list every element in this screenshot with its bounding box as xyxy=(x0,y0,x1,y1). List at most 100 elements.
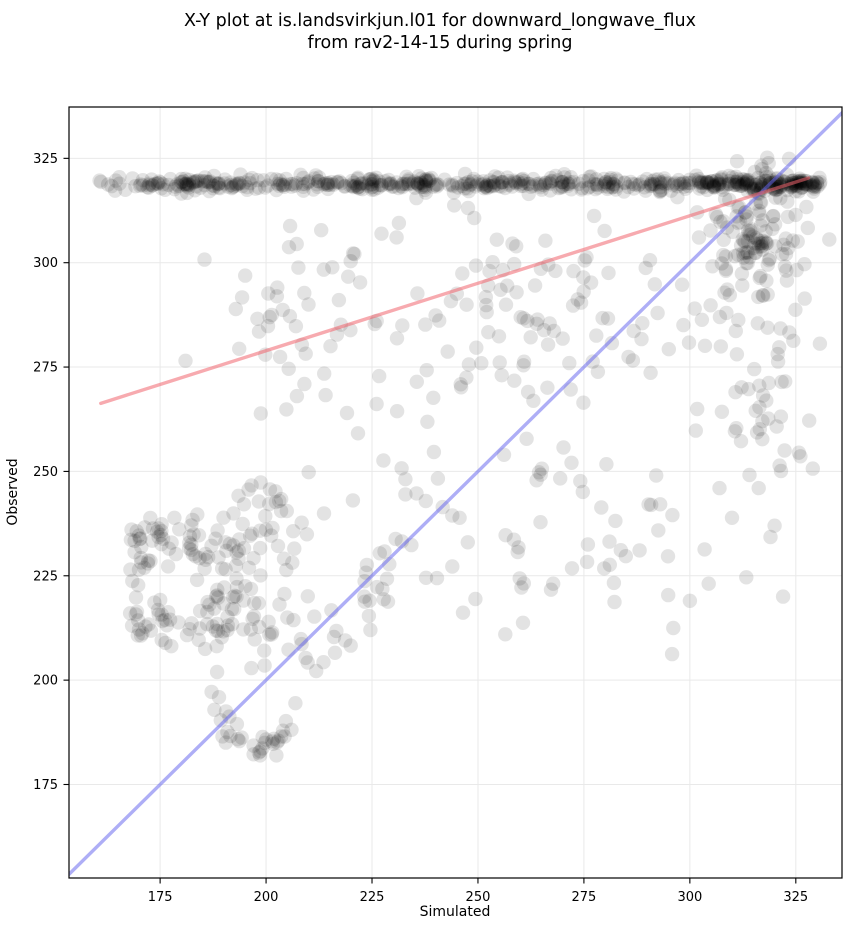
scatter-point xyxy=(364,182,380,197)
scatter-point xyxy=(265,736,281,751)
scatter-point xyxy=(479,178,494,193)
scatter-point xyxy=(755,432,770,447)
regression-line xyxy=(99,176,811,406)
scatter-point xyxy=(288,319,304,334)
scatter-point xyxy=(107,183,123,198)
scatter-point xyxy=(525,178,541,193)
scatter-point xyxy=(617,175,632,191)
scatter-point xyxy=(523,330,538,345)
scatter-point xyxy=(543,170,559,186)
scatter-point xyxy=(238,268,253,283)
scatter-point xyxy=(714,404,730,419)
scatter-point xyxy=(752,400,767,415)
scatter-point xyxy=(727,248,743,264)
scatter-point xyxy=(519,431,534,446)
scatter-point xyxy=(232,733,247,749)
scatter-point xyxy=(342,178,358,193)
scatter-point xyxy=(807,179,823,194)
scatter-point xyxy=(133,550,148,566)
scatter-point xyxy=(338,633,353,648)
scatter-point xyxy=(395,318,410,333)
scatter-point xyxy=(742,177,758,192)
scatter-point xyxy=(281,240,297,255)
scatter-point xyxy=(276,551,292,566)
scatter-point xyxy=(694,312,710,327)
scatter-point xyxy=(486,178,501,194)
scatter-point xyxy=(753,195,769,210)
scatter-point xyxy=(262,627,277,642)
scatter-point xyxy=(134,539,149,555)
scatter-point xyxy=(772,340,787,355)
scatter-point xyxy=(608,182,623,197)
scatter-point xyxy=(573,295,589,310)
scatter-point xyxy=(542,175,557,190)
scatter-point xyxy=(128,179,143,194)
scatter-point xyxy=(145,178,160,193)
scatter-point xyxy=(749,231,764,246)
scatter-point xyxy=(252,619,267,635)
scatter-point xyxy=(527,278,543,293)
scatter-point xyxy=(574,182,589,197)
scatter-point xyxy=(231,488,246,503)
scatter-point xyxy=(138,619,153,634)
scatter-point xyxy=(311,170,327,185)
scatter-point xyxy=(234,290,250,305)
y-tick-label: 300 xyxy=(33,256,58,271)
scatter-point xyxy=(797,257,812,272)
scatter-point xyxy=(192,621,207,636)
scatter-point xyxy=(154,523,169,539)
scatter-point xyxy=(381,172,396,188)
scatter-point xyxy=(135,173,150,188)
scatter-point xyxy=(350,171,365,187)
y-axis-label: Observed xyxy=(5,458,21,525)
scatter-point xyxy=(237,175,252,190)
scatter-point xyxy=(780,194,795,209)
scatter-point xyxy=(411,177,426,193)
scatter-point xyxy=(706,178,721,193)
scatter-point xyxy=(729,175,744,190)
scatter-point xyxy=(297,376,312,392)
scatter-point xyxy=(211,180,227,195)
scatter-point xyxy=(366,172,381,187)
scatter-point xyxy=(555,175,570,190)
scatter-point xyxy=(453,380,469,395)
scatter-point xyxy=(691,174,707,189)
scatter-point xyxy=(653,183,668,198)
scatter-point xyxy=(316,655,331,670)
scatter-point xyxy=(395,179,410,195)
scatter-point xyxy=(128,590,144,605)
scatter-point xyxy=(389,175,404,190)
scatter-point xyxy=(597,561,612,576)
scatter-point xyxy=(201,549,216,565)
scatter-point xyxy=(661,587,676,603)
scatter-point xyxy=(339,405,355,421)
scatter-point xyxy=(562,355,577,371)
scatter-point xyxy=(137,560,152,575)
scatter-point xyxy=(182,529,198,544)
scatter-point xyxy=(744,176,759,191)
scatter-point xyxy=(461,357,477,372)
scatter-point xyxy=(606,177,622,192)
scatter-point xyxy=(460,200,476,216)
scatter-point xyxy=(713,339,728,354)
scatter-point xyxy=(164,535,179,550)
scatter-point xyxy=(548,263,563,279)
scatter-point xyxy=(747,236,762,251)
scatter-point xyxy=(739,570,754,585)
scatter-point xyxy=(737,234,753,249)
scatter-point xyxy=(672,176,687,191)
scatter-point xyxy=(325,260,340,275)
scatter-point xyxy=(532,178,548,193)
scatter-point xyxy=(564,182,579,197)
scatter-point xyxy=(142,176,157,191)
scatter-point xyxy=(607,594,622,610)
scatter-point xyxy=(247,595,262,611)
scatter-point xyxy=(270,538,286,554)
scatter-point xyxy=(495,175,510,190)
scatter-point xyxy=(728,385,743,400)
scatter-point xyxy=(670,179,685,194)
scatter-point xyxy=(786,333,801,348)
scatter-point xyxy=(277,586,292,602)
scatter-point xyxy=(687,301,702,316)
scatter-point xyxy=(231,543,246,558)
